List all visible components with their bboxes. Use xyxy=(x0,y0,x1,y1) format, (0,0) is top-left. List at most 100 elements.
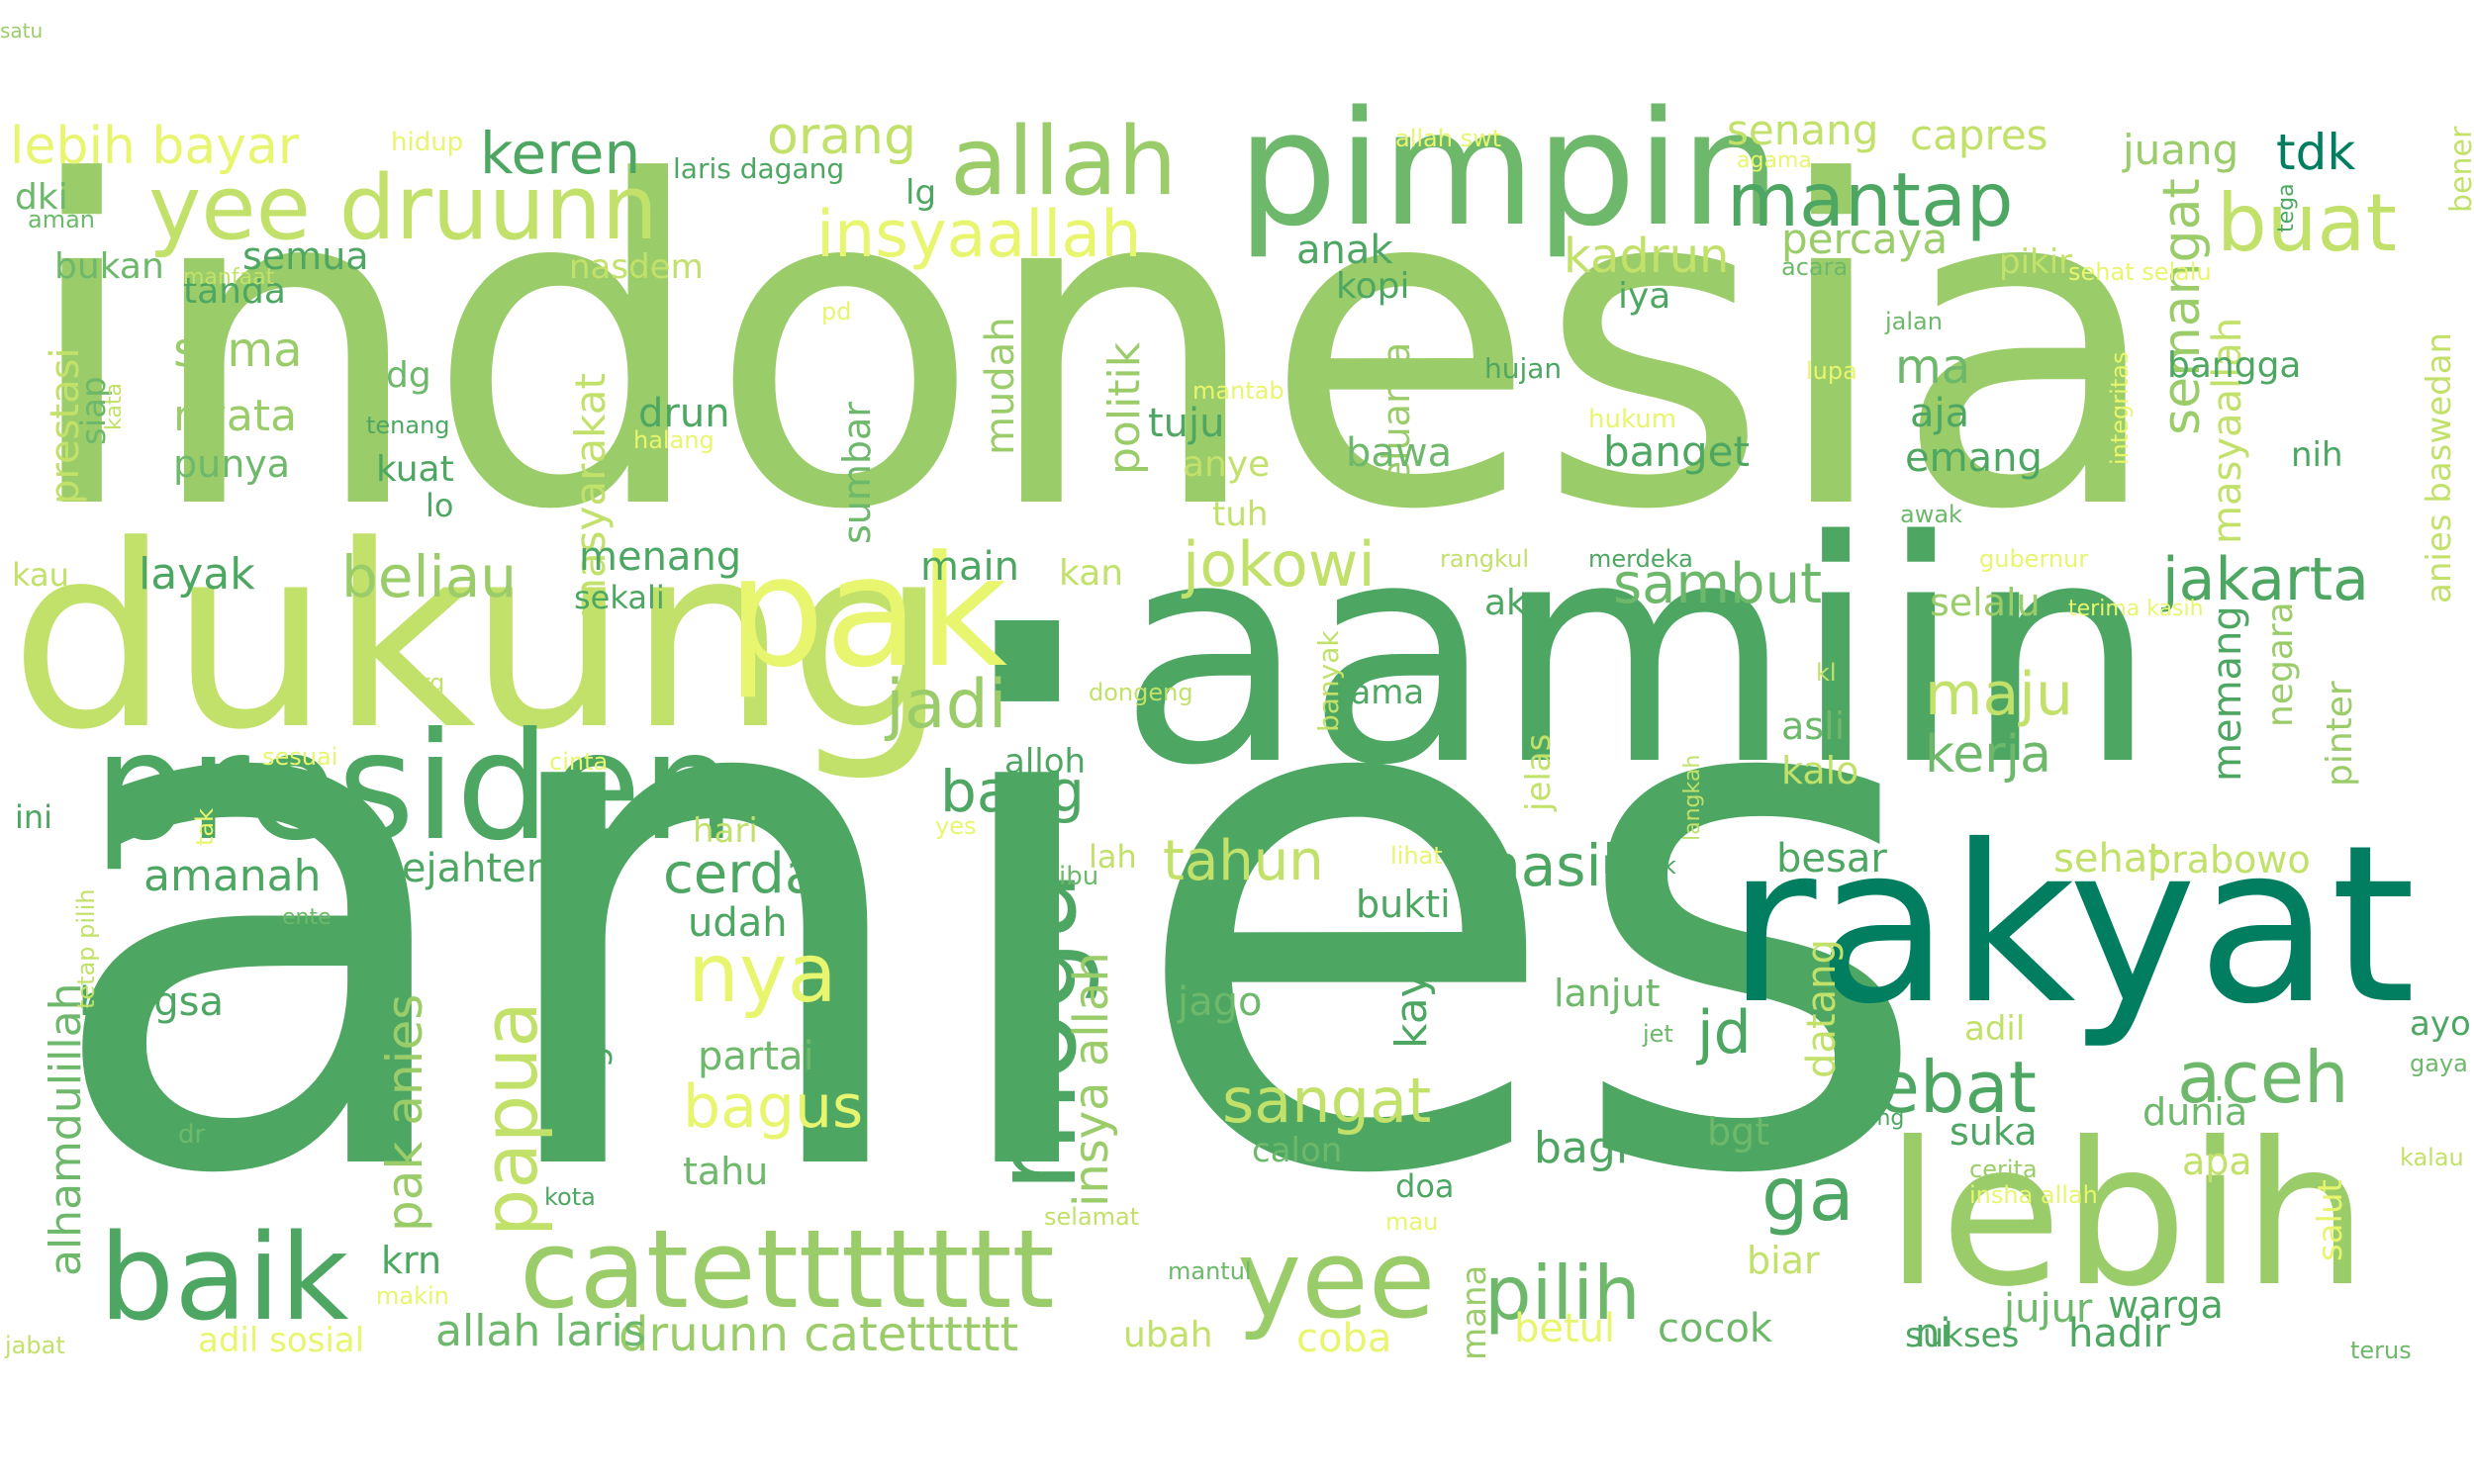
cloud-word: negara xyxy=(2260,602,2302,727)
cloud-word: sayang xyxy=(1826,1105,1905,1131)
cloud-word: politik xyxy=(1099,341,1151,475)
cloud-word: ente xyxy=(282,904,332,930)
cloud-word: bukan xyxy=(54,245,164,287)
cloud-word: sukses xyxy=(1905,1316,2020,1356)
cloud-word: asli xyxy=(1781,703,1846,748)
cloud-word: mana xyxy=(1454,1264,1494,1360)
cloud-word: tetap pilih xyxy=(71,888,100,1009)
cloud-word: sama xyxy=(173,323,303,379)
cloud-word: aja xyxy=(1910,390,1970,436)
cloud-word: lama xyxy=(1341,673,1425,713)
cloud-word: kata xyxy=(102,383,128,430)
cloud-word: datang xyxy=(1799,939,1846,1078)
cloud-word: jadi xyxy=(886,665,1007,744)
cloud-word: insya allah xyxy=(1064,952,1120,1207)
cloud-word: aceh xyxy=(2177,1036,2349,1120)
cloud-word: adil xyxy=(1964,1009,2026,1050)
cloud-word: yee xyxy=(1237,1215,1436,1343)
cloud-word: keluarga xyxy=(1374,341,1418,505)
cloud-word: hukum xyxy=(1588,404,1677,434)
cloud-word: ibu xyxy=(1059,861,1099,891)
cloud-word: mantul xyxy=(1168,1256,1252,1285)
cloud-word: warga xyxy=(2108,1282,2224,1327)
cloud-word: indonesia xyxy=(20,88,2166,607)
cloud-word: tahun xyxy=(1163,828,1324,893)
cloud-word: banget xyxy=(1603,426,1750,476)
cloud-word: kerja xyxy=(1925,724,2051,785)
cloud-word: bgt xyxy=(1707,1109,1770,1154)
cloud-word: sesuai xyxy=(262,742,338,771)
cloud-word: tuh xyxy=(1212,495,1269,535)
cloud-word: senang xyxy=(1727,105,1879,154)
cloud-word: nasdem xyxy=(569,247,704,288)
cloud-word: pak anies xyxy=(376,993,433,1232)
cloud-word: catettttttt xyxy=(520,1205,1055,1333)
cloud-word: tanda xyxy=(183,270,286,312)
cloud-word: bagi xyxy=(1534,1123,1629,1174)
cloud-word: acara xyxy=(1781,252,1849,281)
cloud-word: krn xyxy=(381,1238,442,1282)
cloud-word: jokowi xyxy=(1183,528,1376,602)
cloud-word: baik xyxy=(99,1210,349,1348)
cloud-word: tuju xyxy=(1148,400,1225,446)
cloud-word: kau xyxy=(12,556,69,595)
cloud-word: aman xyxy=(28,205,96,233)
cloud-word: insyaallah xyxy=(816,197,1142,272)
cloud-word: bener xyxy=(2444,126,2474,213)
cloud-word: lihat xyxy=(1390,841,1443,870)
cloud-word: ubah xyxy=(1123,1314,1213,1355)
cloud-word: ga xyxy=(1761,1151,1855,1239)
cloud-word: bapak xyxy=(1603,851,1676,880)
cloud-word: allah laris xyxy=(435,1306,646,1357)
cloud-word: ini xyxy=(15,798,53,837)
cloud-word: tega xyxy=(2274,183,2300,232)
cloud-word: bangsa xyxy=(79,978,224,1025)
cloud-word: main xyxy=(920,543,1019,590)
cloud-word: keren xyxy=(480,120,641,188)
cloud-word: banyak xyxy=(1311,630,1345,732)
cloud-word: nyata xyxy=(173,391,298,442)
cloud-word: pilih xyxy=(1484,1250,1641,1338)
cloud-word: pikir xyxy=(1999,242,2073,283)
cloud-word: tenang xyxy=(366,411,450,439)
cloud-word: bangga xyxy=(2167,344,2302,386)
cloud-word: alloh xyxy=(1004,742,1087,783)
cloud-word: hadir xyxy=(2068,1310,2170,1356)
cloud-word: langkah xyxy=(1680,754,1706,841)
cloud-word: pd xyxy=(821,297,852,325)
cloud-word: presiden xyxy=(94,700,736,874)
cloud-word: agama xyxy=(1737,147,1812,173)
cloud-word: capres xyxy=(1910,110,2048,159)
cloud-word: kopi xyxy=(1336,265,1410,307)
cloud-word: semua xyxy=(242,233,369,278)
cloud-word: sangat xyxy=(1222,1065,1432,1138)
cloud-word: lebih xyxy=(1885,1100,2368,1331)
cloud-word: terima kasih xyxy=(2068,596,2204,621)
cloud-word: ni xyxy=(1915,1310,1951,1356)
cloud-word: sehat selalu xyxy=(2068,257,2212,286)
cloud-word: bagus xyxy=(683,1072,864,1143)
cloud-word: aamiin xyxy=(1118,475,2158,833)
cloud-word: yes xyxy=(935,811,977,840)
cloud-word: yee druunn xyxy=(148,156,658,261)
cloud-word: anye xyxy=(1183,443,1271,485)
cloud-word: satu xyxy=(0,19,44,44)
cloud-word: sejahtera xyxy=(381,845,567,891)
cloud-word: besar xyxy=(1776,835,1887,881)
cloud-word: coba xyxy=(1296,1315,1392,1361)
cloud-word: alhamdulillah xyxy=(41,982,92,1276)
cloud-word: papua xyxy=(466,1001,555,1237)
cloud-word: semangat xyxy=(2151,178,2212,435)
cloud-word: dongeng xyxy=(1089,678,1193,706)
cloud-word: tahu xyxy=(683,1149,769,1193)
cloud-word: jago xyxy=(1178,978,1263,1025)
cloud-word: layak xyxy=(139,549,255,601)
cloud-word: sehat xyxy=(2053,835,2163,881)
cloud-word: org xyxy=(406,668,445,696)
cloud-word: pimpin xyxy=(1237,76,1781,262)
cloud-word: lanjut xyxy=(1554,971,1661,1015)
cloud-word: dunia xyxy=(2142,1089,2248,1134)
cloud-word: ma xyxy=(1895,339,1971,396)
cloud-word: mudah xyxy=(978,317,1024,455)
